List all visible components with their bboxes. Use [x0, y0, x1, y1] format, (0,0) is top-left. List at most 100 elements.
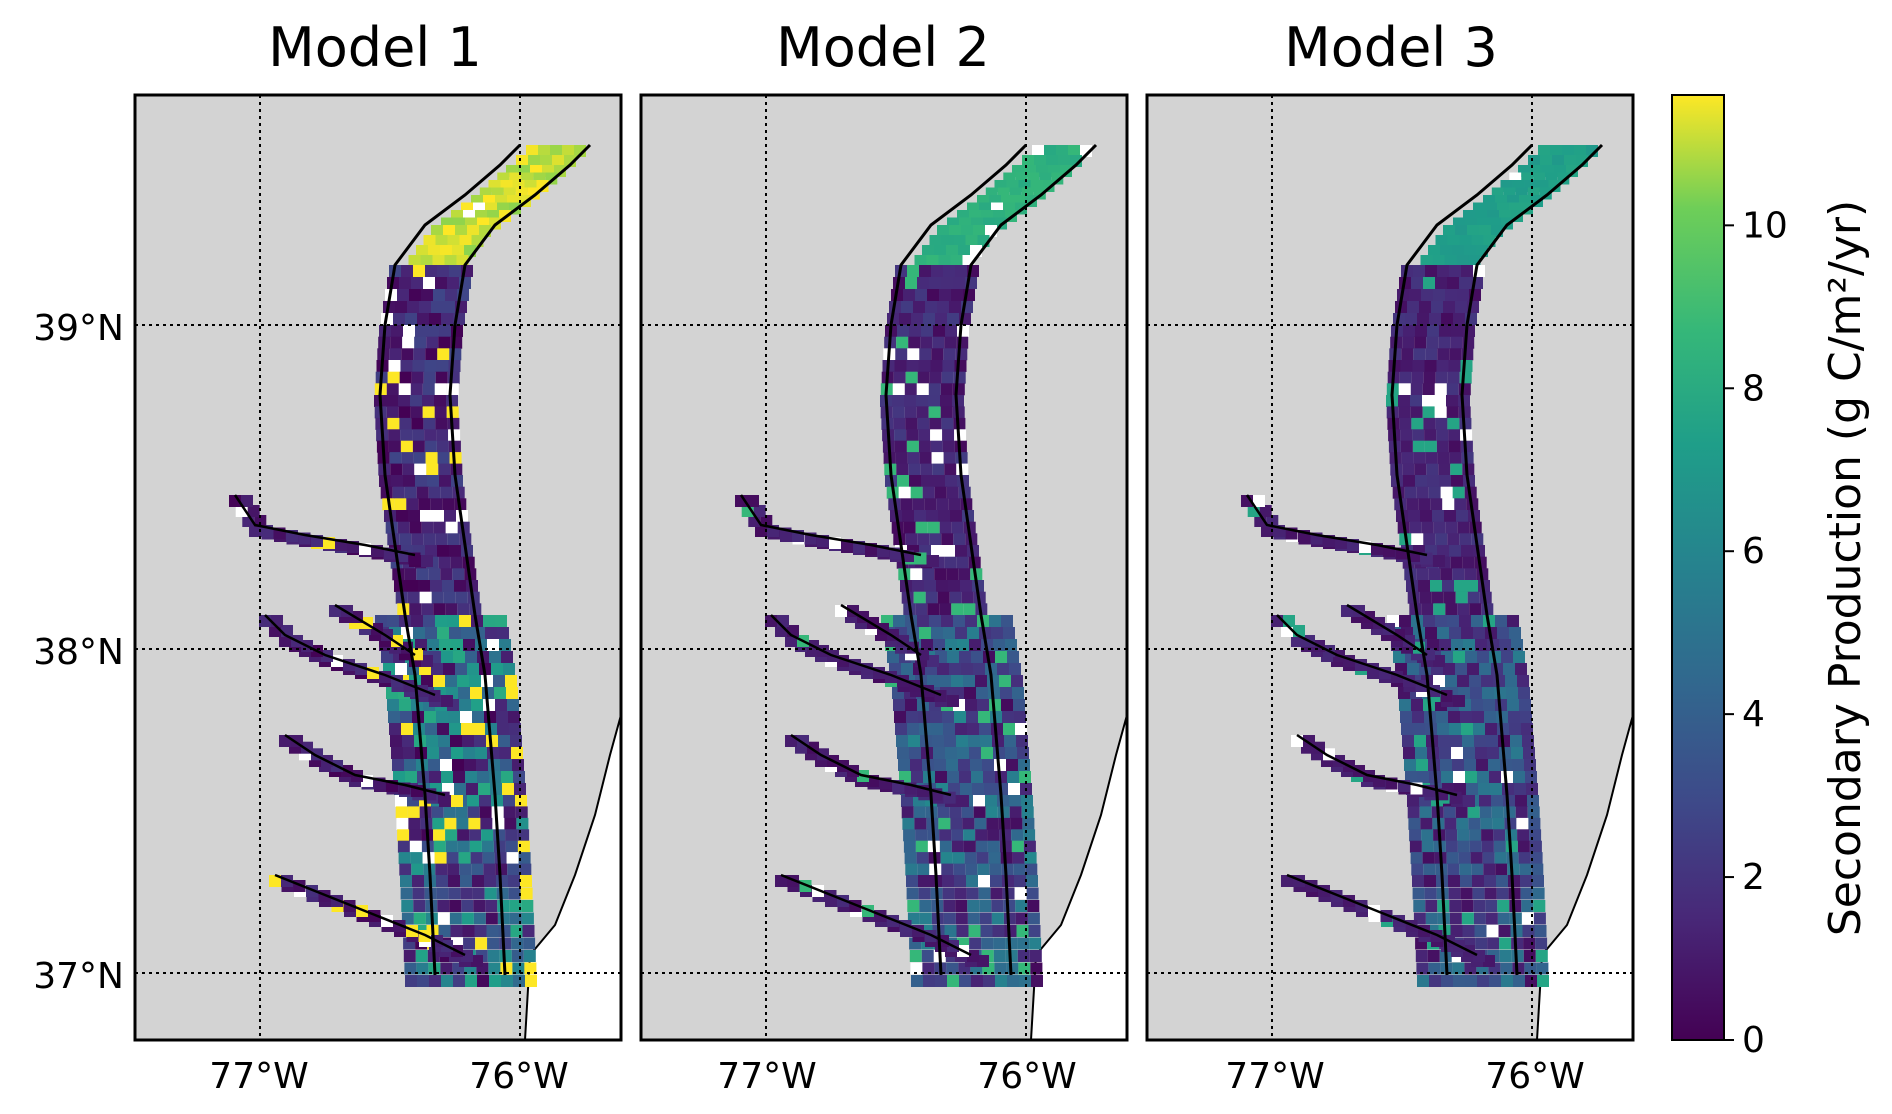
data-cell [1433, 655, 1445, 667]
data-cell [469, 829, 482, 842]
data-cell [1535, 950, 1548, 962]
data-cell [907, 348, 920, 361]
data-cell [964, 852, 977, 865]
data-cell [894, 429, 907, 442]
data-cell [438, 556, 451, 569]
lon-label-76w: 76°W [469, 1056, 568, 1097]
data-cell [1421, 603, 1434, 616]
data-cell [469, 675, 481, 687]
data-cell [407, 591, 420, 604]
data-cell [1455, 806, 1468, 819]
data-cell [1425, 452, 1438, 465]
data-cell [931, 723, 943, 735]
data-cell [468, 817, 481, 830]
data-cell [1486, 925, 1499, 937]
data-cell [522, 925, 535, 937]
data-cell [935, 975, 947, 987]
data-cell [1531, 863, 1544, 876]
data-cell [409, 829, 422, 842]
data-cell [486, 925, 499, 937]
data-cell [1459, 277, 1471, 289]
data-cell [403, 325, 415, 337]
data-cell [412, 875, 424, 887]
data-cell [1522, 735, 1534, 747]
data-cell [409, 603, 422, 616]
data-cell [433, 829, 446, 842]
data-cell [1022, 817, 1035, 830]
data-cell [1407, 806, 1420, 819]
data-cell [1445, 289, 1457, 301]
data-cell [1023, 840, 1036, 853]
data-cell [893, 371, 906, 384]
data-cell [973, 663, 985, 675]
data-cell [501, 975, 513, 987]
data-cell [498, 735, 510, 747]
data-cell [897, 747, 909, 759]
data-cell [939, 840, 952, 853]
data-cell [1471, 699, 1483, 711]
coastline-west [378, 143, 522, 976]
data-cell [941, 235, 954, 247]
data-cell [955, 912, 968, 925]
data-cell [1449, 627, 1461, 639]
data-cell [950, 255, 963, 267]
data-cell [528, 155, 540, 167]
data-cell [445, 829, 458, 842]
data-cell [418, 498, 431, 511]
data-cell [1408, 510, 1420, 522]
data-cell [1026, 887, 1039, 900]
data-cell [921, 325, 933, 337]
data-cell [1463, 747, 1475, 759]
data-cell [1470, 852, 1483, 865]
data-cell [1425, 265, 1437, 277]
data-cell [496, 711, 508, 723]
data-cell [949, 806, 962, 819]
data-cell [474, 925, 487, 937]
data-cell [523, 937, 536, 950]
data-cell [434, 406, 447, 419]
data-cell [461, 627, 473, 639]
data-cell [402, 463, 415, 476]
data-cell [895, 452, 908, 465]
data-cell [952, 852, 965, 865]
data-cell [395, 795, 407, 807]
data-cell [1409, 840, 1422, 853]
data-cell [1010, 817, 1023, 830]
data-cell [905, 371, 918, 384]
data-cell [993, 937, 1006, 950]
data-cell [484, 875, 496, 887]
data-cell [1451, 475, 1463, 487]
data-cell [949, 225, 961, 237]
map-axes [1145, 93, 1635, 1042]
data-cell [893, 417, 906, 430]
data-cell [1417, 313, 1429, 325]
data-cell [482, 852, 495, 865]
data-cell [1437, 723, 1449, 735]
data-cell [449, 348, 462, 361]
data-cell [473, 723, 485, 735]
data-cell [920, 463, 933, 476]
data-cell [1453, 695, 1465, 707]
data-cell [892, 395, 904, 407]
data-cell [454, 580, 466, 592]
data-cell [1465, 975, 1477, 987]
data-cell [927, 675, 939, 687]
data-cell [1025, 863, 1038, 876]
data-cell [1489, 975, 1501, 987]
data-cell [391, 747, 403, 759]
data-cell [1468, 817, 1481, 830]
data-cell [413, 912, 426, 925]
data-cell [1427, 325, 1439, 337]
data-cell [915, 829, 928, 842]
data-cell [975, 675, 987, 687]
data-cell [1448, 875, 1460, 887]
data-cell [484, 887, 497, 900]
data-cell [1466, 783, 1478, 795]
data-cell [1479, 225, 1491, 237]
data-cell [1459, 615, 1471, 627]
data-cell [1460, 711, 1472, 723]
data-cell [918, 429, 931, 442]
data-cell [1471, 863, 1484, 876]
data-cell [995, 651, 1007, 663]
data-cell [1452, 245, 1464, 257]
